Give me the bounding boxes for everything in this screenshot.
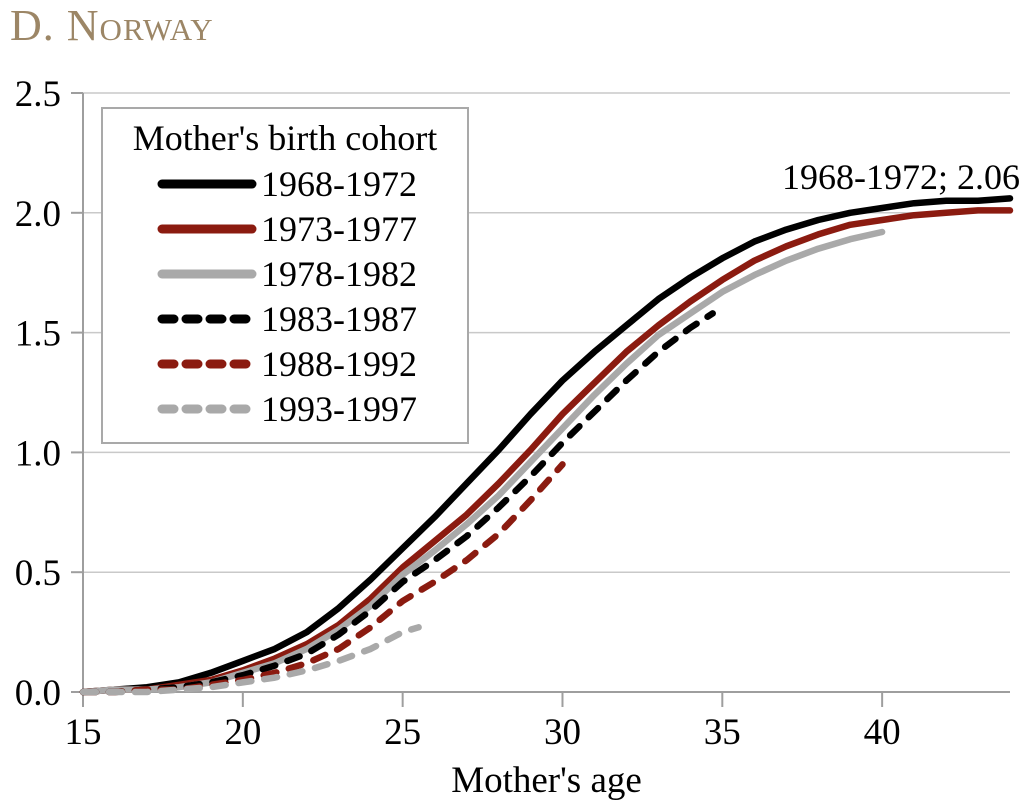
legend-line-swatch bbox=[157, 179, 257, 189]
x-tick-label: 35 bbox=[704, 712, 741, 753]
legend-title: Mother's birth cohort bbox=[132, 118, 438, 158]
series-line-1968-1972 bbox=[79, 195, 1014, 696]
legend-item-1973-1977: 1973-1977 bbox=[117, 207, 453, 252]
legend-line-swatch bbox=[157, 359, 257, 369]
x-tick-label: 25 bbox=[384, 712, 421, 753]
x-tick-label: 15 bbox=[65, 712, 102, 753]
x-tick-label: 30 bbox=[544, 712, 581, 753]
legend-item-1968-1972: 1968-1972 bbox=[117, 162, 453, 207]
legend-label: 1993-1997 bbox=[261, 389, 417, 430]
y-tick-label: 0.5 bbox=[15, 553, 61, 594]
legend-item-1988-1992: 1988-1992 bbox=[117, 342, 453, 387]
panel-title: D. Norway bbox=[10, 1, 214, 50]
legend-label: 1978-1982 bbox=[261, 254, 417, 295]
legend-label: 1968-1972 bbox=[261, 164, 417, 205]
x-axis-title: Mother's age bbox=[451, 760, 642, 801]
legend-box: Mother's birth cohort 1968-1972 1973-1977… bbox=[101, 107, 469, 444]
legend-line-swatch bbox=[157, 224, 257, 234]
legend-rows: 1968-1972 1973-1977 1978-1982 1983-1987 1988… bbox=[117, 162, 453, 432]
x-tick-label: 40 bbox=[864, 712, 901, 753]
y-tick-label: 1.0 bbox=[15, 433, 61, 474]
legend-label: 1973-1977 bbox=[261, 209, 417, 250]
y-tick-label: 1.5 bbox=[15, 314, 61, 355]
legend-item-1983-1987: 1983-1987 bbox=[117, 297, 453, 342]
legend-line-swatch bbox=[157, 314, 257, 324]
x-tick-label: 20 bbox=[224, 712, 261, 753]
legend-item-1993-1997: 1993-1997 bbox=[117, 387, 453, 432]
legend-label: 1988-1992 bbox=[261, 344, 417, 385]
legend-line-swatch bbox=[157, 269, 257, 279]
y-tick-label: 0.0 bbox=[15, 673, 61, 714]
legend-item-1978-1982: 1978-1982 bbox=[117, 252, 453, 297]
series-line-1993-1997 bbox=[79, 624, 422, 696]
y-tick-label: 2.0 bbox=[15, 194, 61, 235]
legend-line-swatch bbox=[157, 404, 257, 414]
legend-label: 1983-1987 bbox=[261, 299, 417, 340]
final-value-annotation: 1968-1972; 2.06 bbox=[782, 157, 1020, 197]
y-tick-label: 2.5 bbox=[15, 74, 61, 115]
